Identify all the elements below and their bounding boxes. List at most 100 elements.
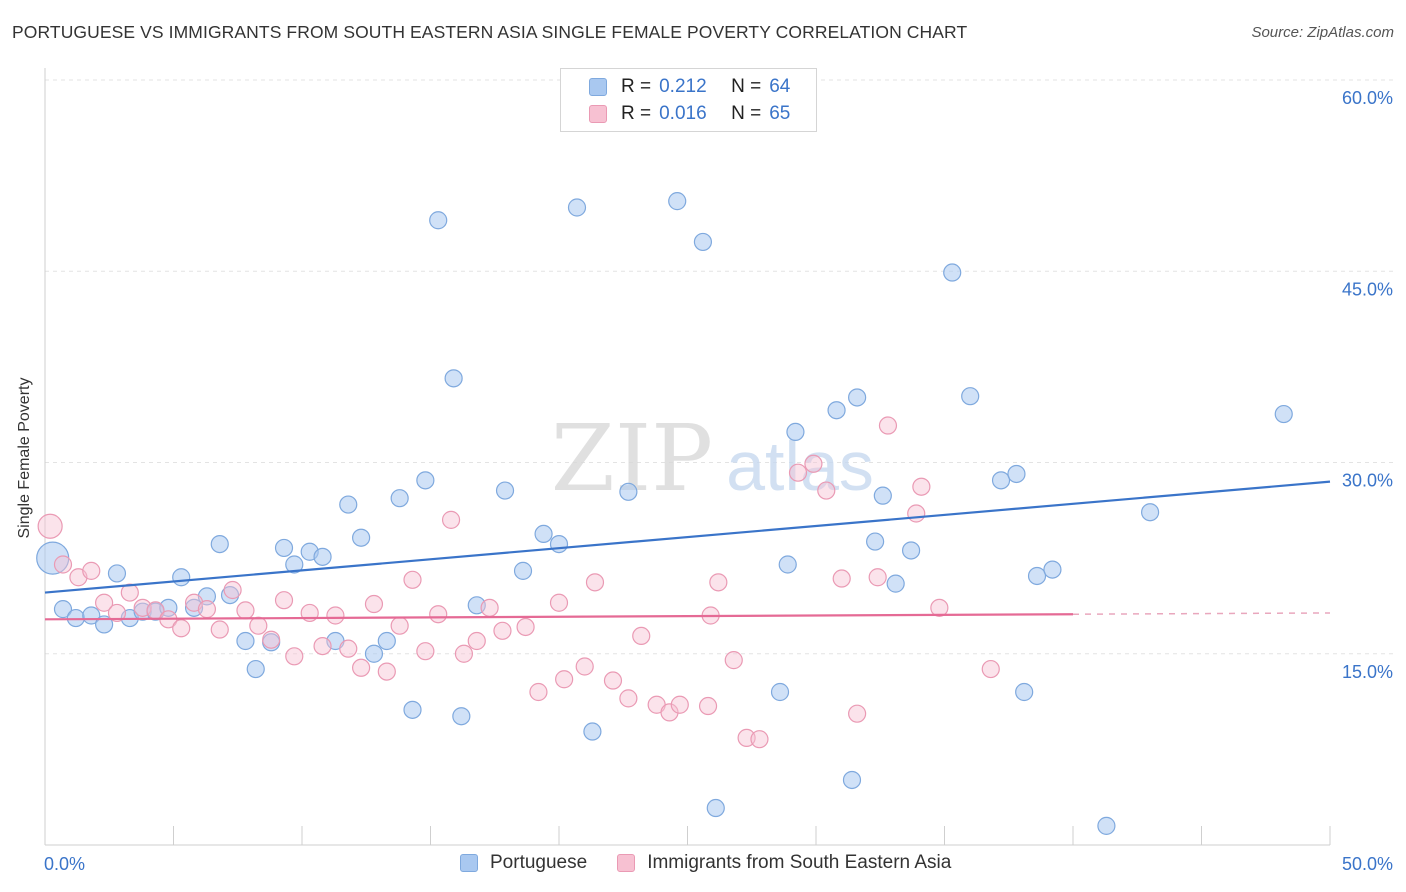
legend-n-value: 65 [769, 103, 791, 124]
portuguese-point [1140, 503, 1160, 522]
portuguese-point [364, 644, 384, 663]
portuguese-point [377, 631, 396, 651]
portuguese-point [210, 534, 229, 554]
legend-swatch-portuguese [460, 854, 478, 872]
portuguese-point [827, 401, 846, 420]
portuguese-point [842, 770, 862, 790]
immigrants-point [454, 644, 474, 663]
portuguese-point [513, 561, 533, 580]
portuguese-point [274, 538, 294, 558]
immigrants-point [788, 463, 808, 482]
immigrants-point [493, 621, 512, 640]
legend-row-portuguese: R = 0.212 N = 64 [589, 75, 790, 99]
immigrants-point [981, 659, 1000, 679]
portuguese-point [778, 555, 797, 574]
immigrants-point [912, 477, 931, 496]
axes [44, 68, 1331, 846]
immigrants-point [878, 416, 898, 435]
immigrants-point [467, 631, 486, 651]
portuguese-point [786, 422, 805, 441]
legend-r-label: R = [621, 76, 652, 97]
immigrants-point [575, 657, 594, 676]
immigrants-point [603, 671, 623, 690]
y-axis-title: Single Female Poverty [16, 377, 33, 539]
portuguese-point [1027, 566, 1047, 586]
portuguese-point [668, 192, 687, 211]
portuguese-point [693, 232, 713, 252]
legend-r-label: R = [621, 103, 652, 124]
immigrants-point [930, 598, 949, 617]
immigrants-point [632, 626, 651, 646]
immigrants-point [549, 593, 569, 612]
portuguese-point [313, 547, 332, 566]
immigrants-point [262, 630, 281, 649]
portuguese-point [991, 471, 1011, 490]
portuguese-point [1097, 816, 1116, 835]
x-tick-labels: 0.0% 50.0% [44, 854, 1393, 874]
immigrants-point [339, 639, 358, 658]
portuguese-point [567, 198, 587, 217]
immigrants-point [403, 570, 422, 589]
immigrants-point [53, 555, 73, 574]
immigrants-point [236, 601, 255, 620]
legend-row-immigrants: R = 0.016 N = 65 [589, 102, 790, 126]
immigrants-point [817, 481, 836, 500]
portuguese-point [285, 555, 304, 574]
legend-item-immigrants: Immigrants from South Eastern Asia [617, 852, 951, 874]
immigrants-point [249, 616, 268, 635]
immigrants-point [660, 703, 679, 722]
chart-title: PORTUGUESE VS IMMIGRANTS FROM SOUTH EAST… [12, 22, 968, 42]
immigrants-point [364, 594, 384, 614]
immigrants-point [95, 593, 114, 612]
series-immigrants-points [37, 416, 1000, 749]
immigrants-point [529, 682, 548, 702]
portuguese-point [619, 482, 638, 501]
correlation-legend: R = 0.212 N = 64 R = 0.016 N = 65 [560, 68, 817, 132]
legend-swatch-portuguese [589, 78, 607, 96]
x-tick-label: 50.0% [1342, 854, 1393, 874]
portuguese-point [236, 631, 255, 651]
portuguese-point [770, 682, 790, 702]
portuguese-point [549, 534, 569, 554]
immigrants-point [82, 561, 101, 580]
trend-line-immigrants [44, 613, 1074, 621]
legend-n-label: N = [731, 103, 762, 124]
legend-n-value: 64 [769, 76, 791, 97]
immigrants-point [285, 647, 304, 666]
immigrants-point [698, 696, 718, 716]
portuguese-point [901, 541, 921, 560]
portuguese-point [352, 528, 371, 547]
portuguese-point [1007, 464, 1026, 484]
y-tick-labels: 15.0% 30.0% 45.0% 60.0% [1342, 88, 1393, 682]
legend-r-value: 0.016 [659, 103, 707, 124]
portuguese-point [1043, 560, 1062, 579]
portuguese-point [583, 722, 602, 741]
immigrants-point [516, 617, 535, 637]
grid-lines [45, 79, 1395, 655]
y-tick-label: 45.0% [1342, 279, 1393, 299]
immigrants-point [480, 598, 499, 617]
portuguese-point [534, 524, 553, 544]
portuguese-point [706, 798, 725, 818]
immigrants-point [441, 510, 461, 529]
immigrants-point [107, 603, 127, 623]
immigrants-point [390, 616, 409, 635]
immigrants-point [555, 670, 574, 689]
immigrants-point [709, 573, 728, 592]
immigrants-point [750, 730, 769, 749]
portuguese-point [53, 600, 73, 619]
y-tick-label: 30.0% [1342, 471, 1393, 491]
portuguese-point [848, 388, 867, 407]
immigrants-point [37, 513, 63, 539]
trend-lines [44, 480, 1331, 621]
immigrants-point [326, 606, 345, 625]
immigrants-point [274, 591, 294, 610]
immigrants-point [313, 636, 332, 656]
immigrants-point [377, 662, 396, 681]
portuguese-point [866, 532, 885, 551]
portuguese-point [444, 369, 463, 388]
portuguese-point [390, 489, 409, 508]
trend-extension-immigrants [1072, 612, 1331, 615]
legend-item-portuguese: Portuguese [460, 852, 587, 874]
